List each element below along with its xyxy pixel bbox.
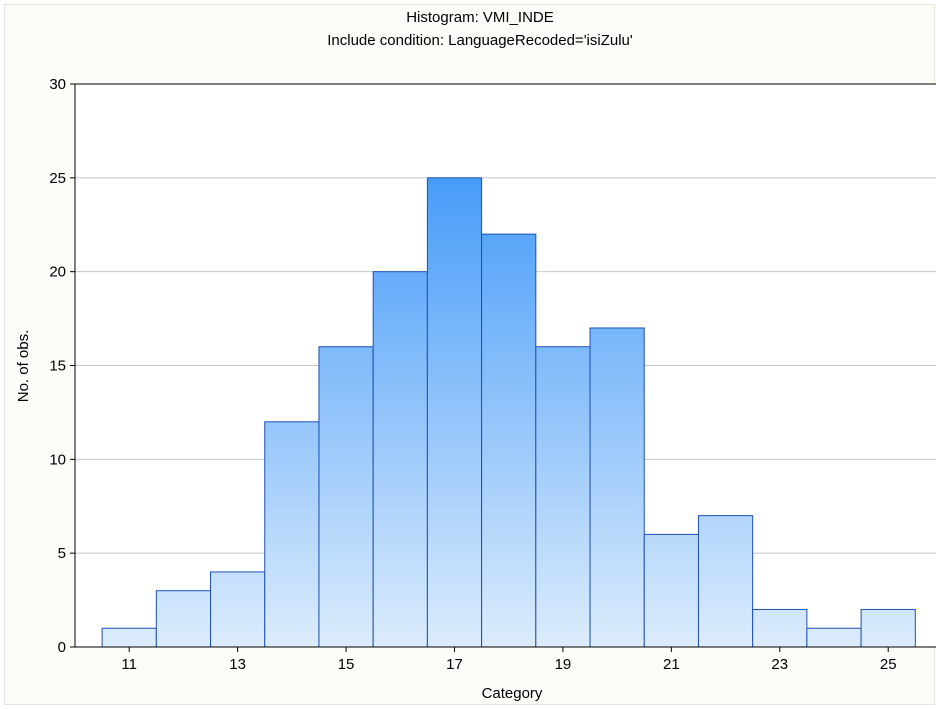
x-tick-label: 13 — [229, 656, 246, 673]
bar — [210, 571, 266, 648]
y-tick-label: 5 — [58, 545, 66, 562]
x-tick-label: 15 — [338, 656, 355, 673]
bars — [101, 177, 916, 648]
x-tick-label: 19 — [555, 656, 572, 673]
bar — [426, 177, 483, 648]
chart-frame: Histogram: VMI_INDE Include condition: L… — [4, 4, 936, 705]
x-axis-ticks: 11 13 15 17 19 21 23 25 — [121, 647, 897, 673]
bar — [643, 533, 699, 648]
y-tick-label: 15 — [49, 358, 66, 375]
y-tick-label: 30 — [49, 76, 66, 93]
y-tick-label: 25 — [49, 170, 66, 187]
bar — [318, 346, 374, 648]
bar — [372, 271, 428, 648]
x-tick-label: 25 — [880, 656, 897, 673]
bar — [101, 627, 157, 648]
y-axis-label: No. of obs. — [15, 330, 32, 403]
bar — [860, 608, 916, 648]
bar — [697, 515, 754, 648]
x-axis-label: Category — [482, 685, 543, 702]
y-tick-label: 10 — [49, 451, 66, 468]
x-tick-label: 11 — [121, 656, 137, 673]
bar — [535, 346, 591, 648]
chart-subtitle: Include condition: LanguageRecoded='isiZ… — [327, 32, 633, 49]
y-tick-label: 20 — [49, 264, 66, 281]
y-axis-ticks: 0 5 10 15 20 25 30 — [49, 76, 75, 656]
y-tick-label: 0 — [58, 639, 66, 656]
bar — [752, 608, 808, 648]
bar — [155, 590, 212, 648]
x-tick-label: 21 — [663, 656, 680, 673]
x-tick-label: 17 — [446, 656, 463, 673]
x-tick-label: 23 — [771, 656, 788, 673]
bar — [264, 421, 320, 648]
chart-title: Histogram: VMI_INDE — [406, 9, 554, 26]
bar — [481, 233, 537, 648]
bar — [806, 627, 862, 648]
bar — [589, 327, 645, 648]
histogram-chart: Histogram: VMI_INDE Include condition: L… — [15, 9, 936, 702]
